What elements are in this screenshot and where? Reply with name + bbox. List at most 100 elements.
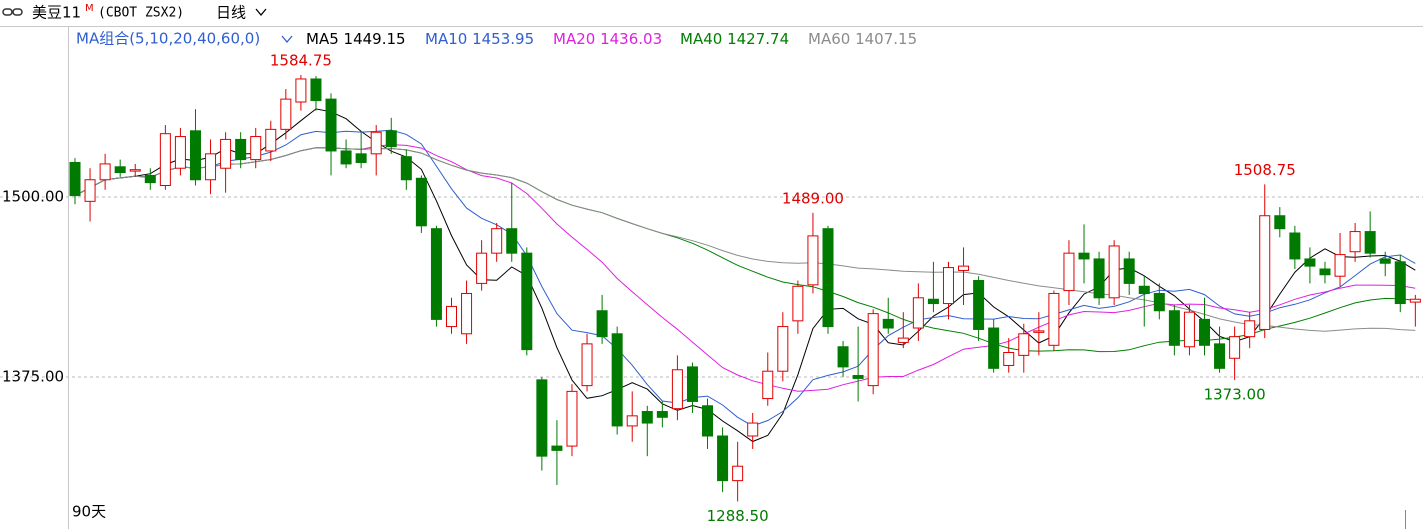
candle-body — [1289, 232, 1301, 260]
candle — [220, 132, 232, 193]
candle-body — [1018, 333, 1030, 356]
symbol: (CBOT ZSX2) — [98, 6, 184, 21]
ma-value: 1453.95 — [472, 30, 534, 48]
candle-body — [265, 128, 277, 152]
instrument-title[interactable]: 美豆11 — [32, 4, 81, 22]
candle-body — [159, 133, 171, 187]
ma-value: 1436.03 — [600, 30, 662, 48]
link-icon[interactable] — [2, 8, 23, 16]
candle-body — [852, 375, 864, 379]
candle — [1214, 326, 1226, 373]
candle-body — [611, 333, 623, 427]
candle-body — [1123, 258, 1135, 284]
candle — [912, 283, 924, 341]
candle-body — [807, 235, 819, 286]
candle — [355, 132, 367, 169]
candle — [852, 326, 864, 402]
candle-body — [656, 411, 668, 418]
candle-body — [942, 267, 954, 305]
candle — [1304, 247, 1316, 284]
candle — [1183, 304, 1195, 356]
candle-body — [792, 285, 804, 322]
candle — [702, 398, 714, 449]
candle-body — [641, 411, 653, 424]
candle — [762, 352, 774, 406]
candle-body — [430, 228, 442, 320]
candle — [596, 294, 608, 344]
candle-body — [1379, 258, 1391, 264]
candle-body — [777, 326, 789, 372]
candle — [732, 441, 744, 502]
candle — [1003, 338, 1015, 373]
candle — [430, 225, 442, 327]
ma-dropdown[interactable] — [281, 35, 293, 44]
candle — [250, 127, 262, 169]
candle-body — [370, 131, 382, 155]
candle — [777, 312, 789, 382]
ma-group[interactable]: MA组合(5,10,20,40,60,0) — [76, 30, 260, 48]
candle-body — [1003, 352, 1015, 366]
candle — [1033, 312, 1045, 356]
candle — [1349, 222, 1361, 262]
candle-body — [867, 313, 879, 387]
candle — [1379, 251, 1391, 277]
candle-body — [1274, 215, 1286, 230]
candle-body — [250, 136, 262, 161]
candle-body — [415, 177, 427, 227]
candle-body — [927, 298, 939, 305]
ma-name: MA10 — [425, 30, 467, 48]
candle — [129, 163, 141, 177]
candle-body — [596, 310, 608, 338]
candle-body — [1259, 215, 1271, 330]
candle-body — [837, 346, 849, 368]
y-tick-label: 1375.00 — [2, 367, 64, 385]
candle-body — [897, 337, 909, 343]
candle — [506, 182, 518, 262]
ma-name: MA20 — [553, 30, 595, 48]
y-tick-label: 1500.00 — [2, 188, 64, 206]
candle — [114, 159, 126, 177]
candle — [958, 247, 970, 305]
candle-body — [1334, 254, 1346, 277]
candle — [1244, 312, 1256, 349]
ma-legend: MA40 1427.74 — [680, 30, 789, 48]
candle — [370, 125, 382, 176]
candle-body — [536, 379, 548, 457]
candle — [159, 125, 171, 190]
period-dropdown[interactable] — [255, 8, 267, 17]
candle-body — [958, 265, 970, 271]
candle — [837, 340, 849, 377]
ma-line — [74, 147, 1416, 332]
candle — [626, 391, 638, 442]
candle-body — [1048, 292, 1060, 346]
candle-body — [1394, 261, 1406, 305]
candle — [415, 175, 427, 234]
candle-body — [1093, 258, 1105, 299]
candle-body — [235, 138, 247, 161]
candle-body — [551, 445, 563, 451]
candle-body — [174, 136, 186, 169]
candle-body — [1078, 252, 1090, 260]
candle-body — [129, 169, 141, 172]
candle-body — [566, 390, 578, 447]
candle — [1364, 211, 1376, 258]
period[interactable]: 日线 — [216, 4, 246, 22]
candle-body — [476, 252, 488, 284]
candle-body — [310, 78, 322, 102]
candle — [611, 326, 623, 435]
candle-body — [717, 435, 729, 482]
candle-body — [747, 422, 759, 437]
candle — [1319, 261, 1331, 284]
candle — [521, 247, 533, 356]
candle-body — [1349, 231, 1361, 253]
candle — [325, 93, 337, 176]
candle-body — [506, 228, 518, 254]
candle — [1229, 326, 1241, 380]
ma-legend: MA60 1407.15 — [808, 30, 917, 48]
candle — [641, 405, 653, 457]
candle-body — [671, 369, 683, 410]
candle — [1048, 290, 1060, 352]
candle-body — [385, 130, 397, 148]
